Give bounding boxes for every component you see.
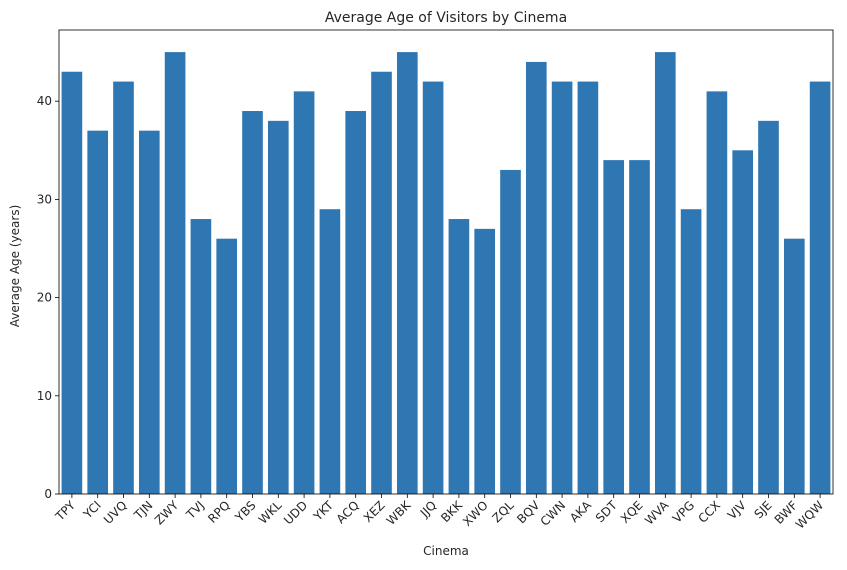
y-tick-label: 40 bbox=[37, 94, 52, 108]
bar-udd bbox=[293, 91, 315, 494]
x-tick-label: SJE bbox=[751, 498, 774, 521]
bar-ykt bbox=[319, 209, 341, 495]
x-axis-title: Cinema bbox=[423, 544, 469, 558]
y-tick-label: 20 bbox=[37, 291, 52, 305]
bar-cwn bbox=[551, 81, 573, 495]
x-tick-label: WBK bbox=[384, 497, 414, 527]
x-tick-label: VPG bbox=[670, 498, 697, 525]
x-tick-label: XEZ bbox=[361, 498, 388, 525]
bar-tvj bbox=[190, 219, 212, 494]
bar-vpg bbox=[680, 209, 702, 495]
x-tick-label: CWN bbox=[538, 498, 569, 529]
x-tick-label: WVA bbox=[642, 498, 672, 528]
y-tick-label: 0 bbox=[44, 487, 52, 501]
bar-ybs bbox=[242, 111, 263, 495]
bar-tjn bbox=[138, 130, 160, 495]
x-tick-label: XQE bbox=[618, 498, 646, 526]
bar-aka bbox=[577, 81, 599, 495]
x-tick-label: JJQ bbox=[417, 498, 439, 520]
x-tick-label: BQV bbox=[514, 498, 543, 527]
x-tick-label: XWO bbox=[460, 498, 491, 529]
bar-bwf bbox=[783, 238, 805, 494]
bar-rpq bbox=[216, 238, 238, 494]
bar-vjv bbox=[732, 150, 754, 494]
x-tick-label: AKA bbox=[567, 498, 594, 525]
x-tick-label: RPQ bbox=[205, 498, 233, 526]
bar-ccx bbox=[706, 91, 728, 494]
bar-xwo bbox=[474, 228, 496, 494]
bar-sdt bbox=[603, 160, 625, 495]
bars-group bbox=[61, 52, 831, 495]
bar-bqv bbox=[525, 61, 547, 494]
x-tick-label: UVQ bbox=[101, 498, 130, 527]
x-tick-label: ZWY bbox=[152, 498, 182, 528]
bar-zwy bbox=[164, 52, 186, 494]
y-axis-title: Average Age (years) bbox=[8, 205, 22, 328]
x-tick-label: YKT bbox=[310, 498, 336, 524]
x-tick-label: VJV bbox=[725, 498, 750, 523]
plot-frame bbox=[58, 29, 834, 495]
bar-tpy bbox=[61, 71, 83, 495]
x-tick-label: YBS bbox=[232, 498, 259, 525]
bar-wbk bbox=[396, 52, 418, 494]
x-tick-label: WKL bbox=[256, 498, 285, 527]
x-tick-label: UDD bbox=[281, 498, 310, 527]
x-tick-label: ACQ bbox=[334, 498, 362, 526]
y-tick-label: 30 bbox=[37, 192, 52, 206]
x-tick-label: TJN bbox=[131, 498, 156, 523]
bar-uvq bbox=[113, 81, 134, 495]
bar-wva bbox=[654, 52, 676, 494]
bar-zql bbox=[500, 169, 521, 494]
bar-wkl bbox=[267, 120, 289, 495]
x-tick-label: CCX bbox=[695, 498, 723, 526]
bar-xqe bbox=[629, 160, 650, 495]
bar-xez bbox=[371, 71, 392, 495]
x-tick-label: TPY bbox=[52, 498, 78, 524]
bar-sje bbox=[758, 120, 779, 495]
y-tick-label: 10 bbox=[37, 389, 52, 403]
y-axis: 0 10 20 30 40 bbox=[37, 94, 59, 501]
chart-title: Average Age of Visitors by Cinema bbox=[325, 10, 567, 26]
bar-wqw bbox=[809, 81, 831, 495]
x-tick-label: TVJ bbox=[183, 498, 207, 522]
x-tick-label: ZQL bbox=[489, 498, 516, 525]
x-tick-label: SDT bbox=[593, 498, 620, 525]
bar-bkk bbox=[448, 219, 470, 494]
x-tick-label: YCI bbox=[80, 498, 104, 522]
bar-acq bbox=[345, 111, 367, 495]
x-tick-label: WQW bbox=[793, 498, 826, 531]
bar-yci bbox=[87, 130, 109, 495]
bar-jjq bbox=[422, 81, 444, 495]
